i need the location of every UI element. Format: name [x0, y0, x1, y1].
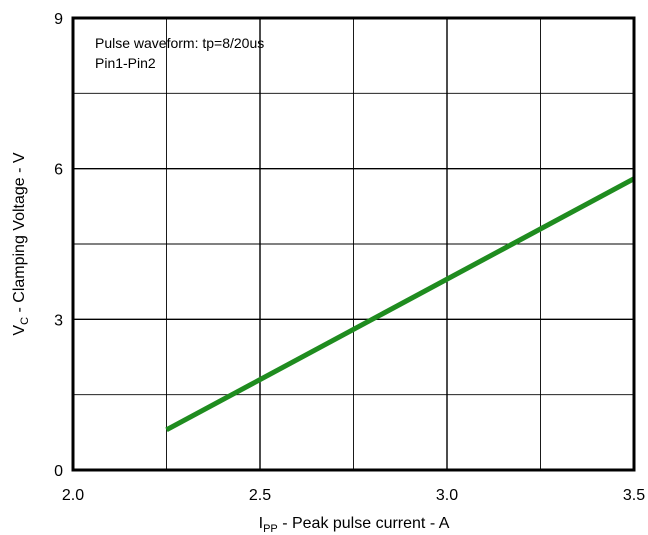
x-axis-title: IPP - Peak pulse current - A	[259, 515, 450, 535]
y-axis-title: VC - Clamping Voltage - V	[11, 152, 31, 335]
x-tick-label: 3.5	[623, 487, 645, 504]
series-layer	[167, 179, 635, 430]
x-tick-label: 2.0	[62, 487, 84, 504]
x-tick-label: 3.0	[436, 487, 458, 504]
y-tick-label: 3	[54, 312, 63, 329]
y-tick-label: 9	[54, 11, 63, 28]
y-axis-title-sub: C	[19, 317, 31, 325]
x-axis-title-rest: - Peak pulse current - A	[278, 515, 450, 532]
y-axis-title-main: V	[11, 325, 28, 336]
annotation-pins: Pin1-Pin2	[95, 55, 156, 71]
y-tick-label: 6	[54, 162, 63, 179]
annotation-waveform: Pulse waveform: tp=8/20us	[95, 35, 264, 51]
series-line	[167, 179, 635, 430]
grid-lines	[73, 18, 634, 470]
y-axis-title-rest: - Clamping Voltage - V	[11, 152, 28, 317]
x-axis-title-sub: PP	[263, 523, 278, 535]
y-tick-label: 0	[54, 463, 63, 480]
x-tick-label: 2.5	[249, 487, 271, 504]
tick-labels: 2.0 2.5 3.0 3.5 0 3 6 9	[54, 11, 645, 504]
